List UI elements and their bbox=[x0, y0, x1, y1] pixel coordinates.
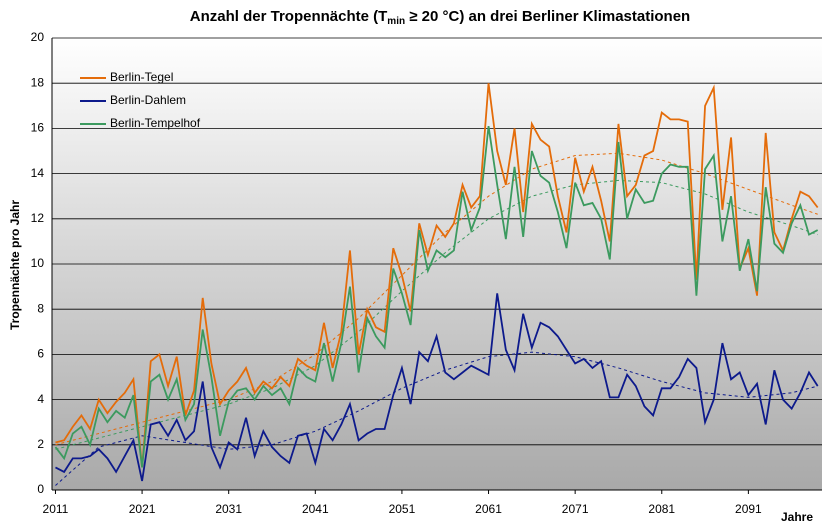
legend-label: Berlin-Dahlem bbox=[110, 93, 186, 107]
y-tick-label: 10 bbox=[31, 256, 45, 270]
x-tick-label: 2061 bbox=[475, 502, 502, 516]
y-axis-title: Tropennächte pro Jahr bbox=[8, 200, 22, 330]
series-line bbox=[54, 126, 819, 468]
x-axis-title: Jahre bbox=[781, 510, 813, 524]
x-tick-label: 2081 bbox=[648, 502, 675, 516]
y-tick-label: 6 bbox=[37, 347, 44, 361]
x-tick-label: 2071 bbox=[562, 502, 589, 516]
y-tick-label: 18 bbox=[31, 75, 45, 89]
x-tick-label: 2041 bbox=[302, 502, 329, 516]
y-tick-label: 4 bbox=[37, 392, 44, 406]
x-tick-label: 2011 bbox=[43, 502, 69, 516]
y-tick-label: 0 bbox=[37, 482, 44, 496]
y-tick-label: 16 bbox=[31, 121, 45, 135]
y-tick-label: 8 bbox=[37, 301, 44, 315]
x-tick-label: 2031 bbox=[215, 502, 242, 516]
series-line bbox=[55, 83, 819, 468]
chart-title: Anzahl der Tropennächte (Tmin ≥ 20 °C) a… bbox=[190, 8, 690, 27]
x-tick-label: 2021 bbox=[129, 502, 156, 516]
series-line bbox=[55, 293, 819, 482]
y-tick-label: 2 bbox=[37, 437, 44, 451]
y-tick-label: 12 bbox=[31, 211, 45, 225]
y-tick-label: 20 bbox=[31, 30, 45, 44]
legend-label: Berlin-Tempelhof bbox=[110, 116, 201, 130]
x-tick-label: 2091 bbox=[735, 502, 762, 516]
legend-label: Berlin-Tegel bbox=[110, 70, 173, 84]
y-tick-label: 14 bbox=[31, 166, 45, 180]
x-tick-label: 2051 bbox=[389, 502, 416, 516]
